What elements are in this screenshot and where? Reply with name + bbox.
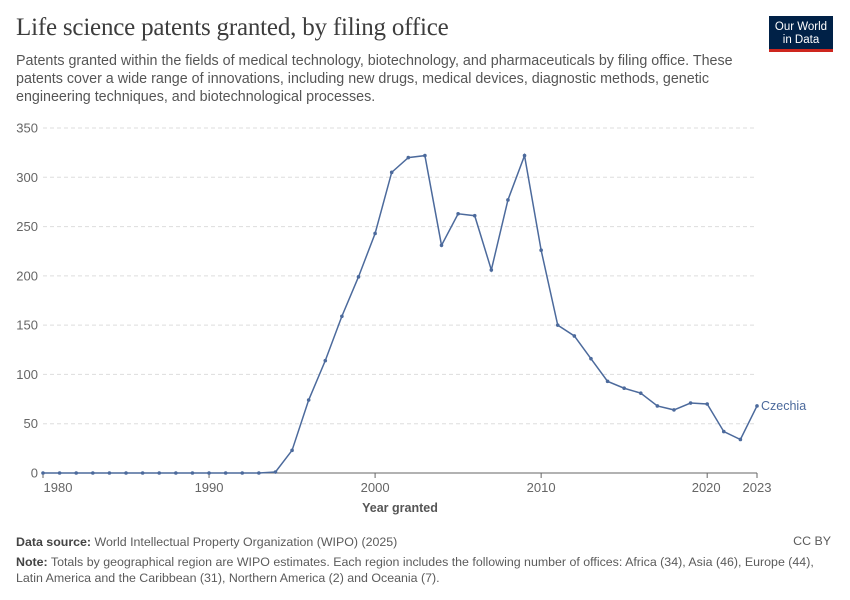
data-source: Data source: World Intellectual Property… <box>16 534 397 550</box>
y-tick-label: 0 <box>31 466 38 481</box>
data-point[interactable] <box>124 471 128 475</box>
y-tick-label: 100 <box>16 367 38 382</box>
data-point[interactable] <box>738 437 743 442</box>
data-point[interactable] <box>306 398 311 402</box>
chart-note: Note: Totals by geographical region are … <box>16 554 816 586</box>
data-point[interactable] <box>605 379 610 384</box>
x-tick-label: 2010 <box>527 480 556 495</box>
data-point[interactable] <box>223 471 228 475</box>
data-point[interactable] <box>655 404 660 408</box>
data-point[interactable] <box>340 314 344 319</box>
data-point[interactable] <box>290 448 294 453</box>
logo-line-2: in Data <box>782 33 820 46</box>
y-tick-label: 250 <box>16 219 38 234</box>
data-point[interactable] <box>207 471 211 475</box>
data-point[interactable] <box>323 358 328 363</box>
y-tick-label: 50 <box>24 416 38 431</box>
y-tick-label: 150 <box>16 318 38 333</box>
points-layer <box>41 153 759 475</box>
license-link[interactable]: CC BY <box>793 534 831 548</box>
grid-layer <box>43 127 757 425</box>
data-point[interactable] <box>356 275 361 279</box>
chart-title: Life science patents granted, by filing … <box>16 14 449 41</box>
data-point[interactable] <box>456 211 460 216</box>
owid-logo[interactable]: Our World in Data <box>769 16 833 52</box>
axis-layer: 0 50 100 150 200 250 300 350 1980 1990 2000 2010 202… <box>16 121 771 496</box>
x-axis-title: Year granted <box>362 501 438 515</box>
data-point[interactable] <box>190 471 195 475</box>
source-text[interactable]: World Intellectual Property Organization… <box>94 535 398 549</box>
y-tick-label: 350 <box>16 121 38 136</box>
x-tick-label: 2020 <box>692 480 721 495</box>
data-point[interactable] <box>506 198 510 202</box>
note-text: Totals by geographical region are WIPO e… <box>16 555 814 585</box>
x-tick-label: 2023 <box>743 480 772 495</box>
series-line-czechia[interactable] <box>43 152 758 474</box>
data-point[interactable] <box>572 334 577 338</box>
data-point[interactable] <box>373 231 377 236</box>
y-tick-label: 200 <box>16 268 38 283</box>
data-point[interactable] <box>705 402 709 406</box>
x-tick-label: 1990 <box>195 480 224 495</box>
data-point[interactable] <box>472 213 477 218</box>
data-point[interactable] <box>489 268 494 272</box>
data-point[interactable] <box>672 408 676 412</box>
series-label-czechia: Czechia <box>761 399 806 413</box>
data-point[interactable] <box>622 386 626 391</box>
source-label: Data source: <box>16 535 92 549</box>
data-point[interactable] <box>157 471 162 475</box>
data-point[interactable] <box>273 470 278 474</box>
x-tick-label: 2000 <box>361 480 390 495</box>
data-point[interactable] <box>91 471 95 475</box>
data-point[interactable] <box>389 170 394 175</box>
data-point[interactable] <box>57 471 62 475</box>
data-point[interactable] <box>140 471 145 475</box>
data-point[interactable] <box>406 155 411 160</box>
data-point[interactable] <box>555 323 560 327</box>
data-point[interactable] <box>721 429 726 434</box>
data-point[interactable] <box>688 401 693 405</box>
data-point[interactable] <box>74 471 79 475</box>
chart-subtitle: Patents granted within the fields of med… <box>16 53 733 105</box>
y-tick-label: 300 <box>16 170 38 185</box>
note-label: Note: <box>16 555 48 569</box>
data-point[interactable] <box>240 471 245 475</box>
data-point[interactable] <box>439 243 444 248</box>
data-point[interactable] <box>755 404 759 408</box>
data-point[interactable] <box>107 471 112 475</box>
data-point[interactable] <box>257 471 261 475</box>
data-point[interactable] <box>539 248 543 253</box>
data-point[interactable] <box>638 391 643 395</box>
data-point[interactable] <box>423 153 427 158</box>
data-point[interactable] <box>174 471 178 475</box>
data-point[interactable] <box>522 153 527 158</box>
data-point[interactable] <box>589 356 593 361</box>
data-point[interactable] <box>41 471 45 475</box>
x-tick-label: 1980 <box>44 480 73 495</box>
logo-line-1: Our World <box>774 21 828 33</box>
